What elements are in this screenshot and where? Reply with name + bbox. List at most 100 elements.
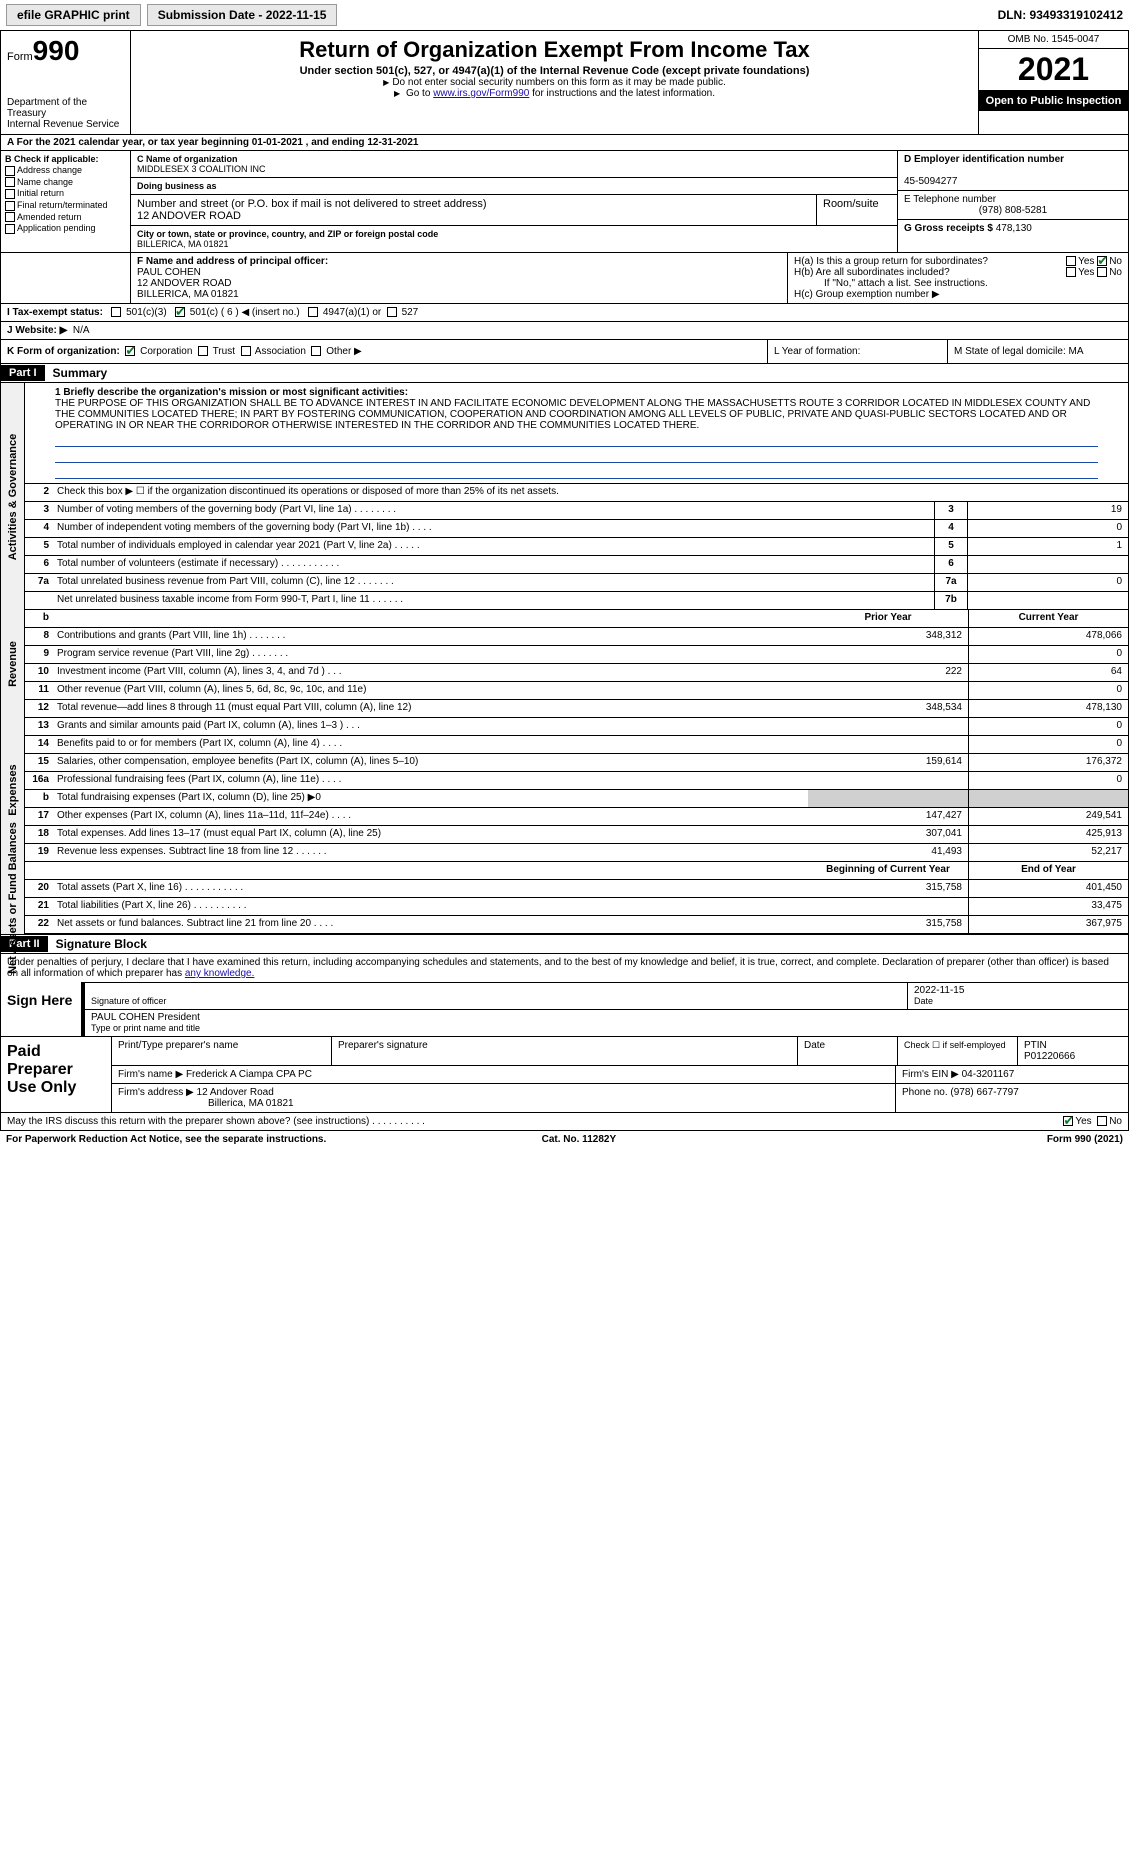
header-right: OMB No. 1545-0047 2021 Open to Public In… (978, 31, 1128, 134)
sig-date-label: Date (914, 996, 933, 1006)
block-fh: F Name and address of principal officer:… (0, 253, 1129, 304)
chk-address-change[interactable]: Address change (5, 165, 126, 176)
cb-501c3[interactable] (111, 307, 121, 317)
sig-declaration: Under penalties of perjury, I declare th… (1, 954, 1128, 982)
firm-addr2: Billerica, MA 01821 (118, 1098, 294, 1109)
signature-block: Under penalties of perjury, I declare th… (0, 954, 1129, 1037)
prep-sig-hdr: Preparer's signature (332, 1037, 798, 1065)
chk-final-return[interactable]: Final return/terminated (5, 200, 126, 211)
cb-527[interactable] (387, 307, 397, 317)
omb-number: OMB No. 1545-0047 (979, 31, 1128, 49)
part2-title: Signature Block (48, 935, 155, 953)
officer-name: PAUL COHEN (137, 267, 201, 278)
hdr-prior: Prior Year (808, 610, 968, 627)
chk-amended-return[interactable]: Amended return (5, 212, 126, 223)
cb-trust[interactable] (198, 346, 208, 356)
dept-treasury: Department of the Treasury (7, 97, 124, 119)
officer-addr2: BILLERICA, MA 01821 (137, 289, 239, 300)
summary-row: 15Salaries, other compensation, employee… (25, 754, 1128, 772)
hdr-beg: Beginning of Current Year (808, 862, 968, 879)
mission-block: 1 Briefly describe the organization's mi… (25, 383, 1128, 484)
paperwork-notice: For Paperwork Reduction Act Notice, see … (6, 1134, 326, 1145)
chk-initial-return[interactable]: Initial return (5, 188, 126, 199)
summary-row: 13Grants and similar amounts paid (Part … (25, 718, 1128, 736)
firm-addr-label: Firm's address ▶ (118, 1087, 194, 1098)
q1-label: 1 Briefly describe the organization's mi… (55, 387, 408, 398)
ha-yes-cb[interactable] (1066, 256, 1076, 266)
state-domicile: M State of legal domicile: MA (948, 340, 1128, 363)
org-name: MIDDLESEX 3 COALITION INC (137, 164, 266, 174)
ptin-hdr: PTIN (1024, 1040, 1047, 1051)
summary-row: 9Program service revenue (Part VIII, lin… (25, 646, 1128, 664)
officer-label: F Name and address of principal officer: (137, 256, 328, 267)
ein-value: 45-5094277 (904, 176, 957, 187)
efile-print-button[interactable]: efile GRAPHIC print (6, 4, 141, 26)
part2-header: Part II Signature Block (0, 935, 1129, 954)
chk-name-change[interactable]: Name change (5, 177, 126, 188)
summary-row: 22Net assets or fund balances. Subtract … (25, 916, 1128, 934)
discuss-yes-cb[interactable] (1063, 1116, 1073, 1126)
form-number: 990 (33, 35, 80, 66)
summary-row: 3Number of voting members of the governi… (25, 502, 1128, 520)
cb-corp[interactable] (125, 346, 135, 356)
tax-year: 2021 (979, 49, 1128, 91)
hb-yes-cb[interactable] (1066, 267, 1076, 277)
part1-header: Part I Summary (0, 364, 1129, 383)
chk-application-pending[interactable]: Application pending (5, 223, 126, 234)
firm-addr1: 12 Andover Road (197, 1087, 274, 1098)
part1-title: Summary (45, 364, 116, 382)
ptin-value: P01220666 (1024, 1051, 1075, 1062)
summary-row: 17Other expenses (Part IX, column (A), l… (25, 808, 1128, 826)
gross-label: G Gross receipts $ (904, 223, 993, 234)
open-public: Open to Public Inspection (979, 91, 1128, 111)
hb-note: If "No," attach a list. See instructions… (794, 278, 1122, 289)
cb-501c[interactable] (175, 307, 185, 317)
any-knowledge-link[interactable]: any knowledge. (185, 968, 255, 979)
hc-label: H(c) Group exemption number ▶ (794, 289, 1122, 300)
side-rev: Revenue (1, 610, 25, 718)
firm-phone: (978) 667-7797 (950, 1087, 1018, 1098)
tax-exempt-label-col (1, 253, 131, 303)
summary-row: 16aProfessional fundraising fees (Part I… (25, 772, 1128, 790)
side-net: Net Assets or Fund Balances (1, 862, 25, 934)
cb-assoc[interactable] (241, 346, 251, 356)
prep-date-hdr: Date (798, 1037, 898, 1065)
header-left: Form990 Department of the Treasury Inter… (1, 31, 131, 134)
city-label: City or town, state or province, country… (137, 229, 438, 239)
ha-no-cb[interactable] (1097, 256, 1107, 266)
header-center: Return of Organization Exempt From Incom… (131, 31, 978, 134)
cb-4947[interactable] (308, 307, 318, 317)
firm-name: Frederick A Ciampa CPA PC (186, 1069, 312, 1080)
phone-label: E Telephone number (904, 194, 996, 205)
form-word: Form (7, 51, 33, 63)
firm-name-label: Firm's name ▶ (118, 1069, 183, 1080)
goto-note: Go to www.irs.gov/Form990 for instructio… (141, 88, 968, 99)
dba-label: Doing business as (137, 181, 217, 191)
summary-row: 12Total revenue—add lines 8 through 11 (… (25, 700, 1128, 718)
mission-text: THE PURPOSE OF THIS ORGANIZATION SHALL B… (55, 398, 1090, 431)
exp-block: Expenses 13Grants and similar amounts pa… (0, 718, 1129, 862)
summary-row: 11Other revenue (Part VIII, column (A), … (25, 682, 1128, 700)
part1-badge: Part I (1, 365, 45, 381)
hdr-end: End of Year (968, 862, 1128, 879)
cb-other[interactable] (311, 346, 321, 356)
summary-row: 7aTotal unrelated business revenue from … (25, 574, 1128, 592)
summary-row: 4Number of independent voting members of… (25, 520, 1128, 538)
goto-post: for instructions and the latest informat… (529, 88, 715, 99)
gov-block: Activities & Governance 1 Briefly descri… (0, 383, 1129, 610)
irs-link[interactable]: www.irs.gov/Form990 (433, 88, 529, 99)
summary-row: 18Total expenses. Add lines 13–17 (must … (25, 826, 1128, 844)
discuss-no-cb[interactable] (1097, 1116, 1107, 1126)
section-b-title: B Check if applicable: (5, 154, 99, 164)
ssn-note: Do not enter social security numbers on … (141, 77, 968, 88)
prep-check-hdr: Check ☐ if self-employed (898, 1037, 1018, 1065)
paid-preparer-label: Paid Preparer Use Only (1, 1037, 111, 1112)
hb-no-cb[interactable] (1097, 267, 1107, 277)
submission-date-button[interactable]: Submission Date - 2022-11-15 (147, 4, 338, 26)
room-label: Room/suite (823, 198, 879, 210)
year-formation: L Year of formation: (768, 340, 948, 363)
summary-row: 21Total liabilities (Part X, line 26) . … (25, 898, 1128, 916)
form-title: Return of Organization Exempt From Incom… (141, 37, 968, 63)
sig-officer-label: Signature of officer (91, 996, 166, 1006)
row-klm: K Form of organization: Corporation Trus… (0, 340, 1129, 364)
